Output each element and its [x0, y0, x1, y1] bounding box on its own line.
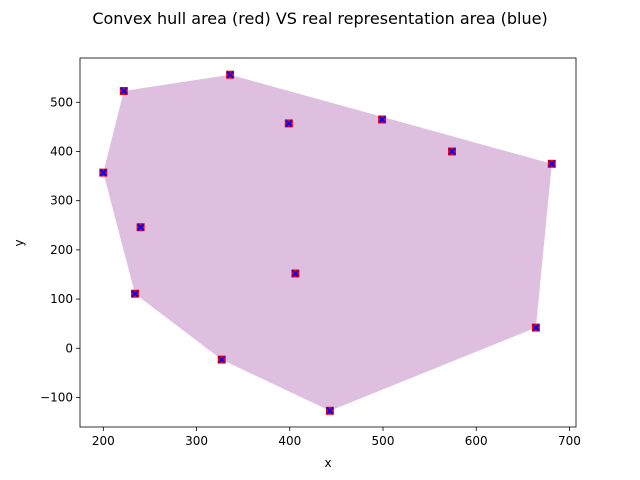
blue-x-marker	[131, 289, 139, 298]
x-tick-label: 400	[278, 434, 301, 448]
data-point-1	[226, 70, 235, 79]
data-point-0	[119, 87, 128, 95]
y-tick-label: −100	[40, 390, 73, 404]
y-axis-label: y	[12, 239, 26, 246]
data-point-8	[291, 269, 300, 278]
x-tick-label: 700	[558, 434, 581, 448]
data-point-6	[99, 168, 108, 177]
data-point-7	[136, 223, 145, 232]
y-tick-label: 300	[50, 194, 73, 208]
y-tick-label: 100	[50, 292, 73, 306]
x-axis-ticks: 200 300 400 500 600 700	[92, 427, 581, 448]
x-tick-label: 600	[465, 434, 488, 448]
chart-title: Convex hull area (red) VS real represent…	[92, 9, 547, 28]
y-tick-label: 0	[65, 341, 73, 355]
blue-x-marker	[548, 160, 556, 168]
blue-x-marker	[285, 119, 293, 128]
data-point-10	[531, 323, 540, 332]
blue-x-marker	[120, 87, 128, 95]
data-point-3	[378, 115, 387, 124]
blue-x-marker	[532, 323, 540, 332]
y-tick-label: 200	[50, 243, 73, 257]
x-axis-label: x	[324, 456, 331, 470]
data-point-12	[325, 406, 334, 415]
blue-x-marker	[448, 147, 456, 156]
x-tick-label: 500	[372, 434, 395, 448]
blue-x-marker	[136, 223, 145, 231]
blue-x-marker	[226, 71, 234, 79]
data-point-5	[547, 159, 556, 168]
blue-x-marker	[218, 355, 226, 364]
blue-x-marker	[378, 115, 386, 124]
hull-area	[103, 74, 552, 411]
points-layer	[99, 70, 556, 415]
data-point-2	[284, 119, 293, 128]
y-axis-ticks: −100 0 100 200 300 400 500	[40, 95, 80, 404]
plot-area	[99, 70, 556, 415]
data-point-11	[217, 355, 226, 364]
x-tick-label: 200	[92, 434, 115, 448]
y-tick-label: 400	[50, 144, 73, 158]
x-tick-label: 300	[185, 434, 208, 448]
blue-x-marker	[99, 168, 108, 177]
data-point-9	[131, 289, 139, 298]
y-tick-label: 500	[50, 95, 73, 109]
axes-frame	[79, 57, 577, 428]
data-point-4	[448, 147, 456, 156]
blue-x-marker	[291, 269, 300, 278]
hull-layer	[103, 74, 552, 411]
blue-x-marker	[326, 407, 334, 415]
